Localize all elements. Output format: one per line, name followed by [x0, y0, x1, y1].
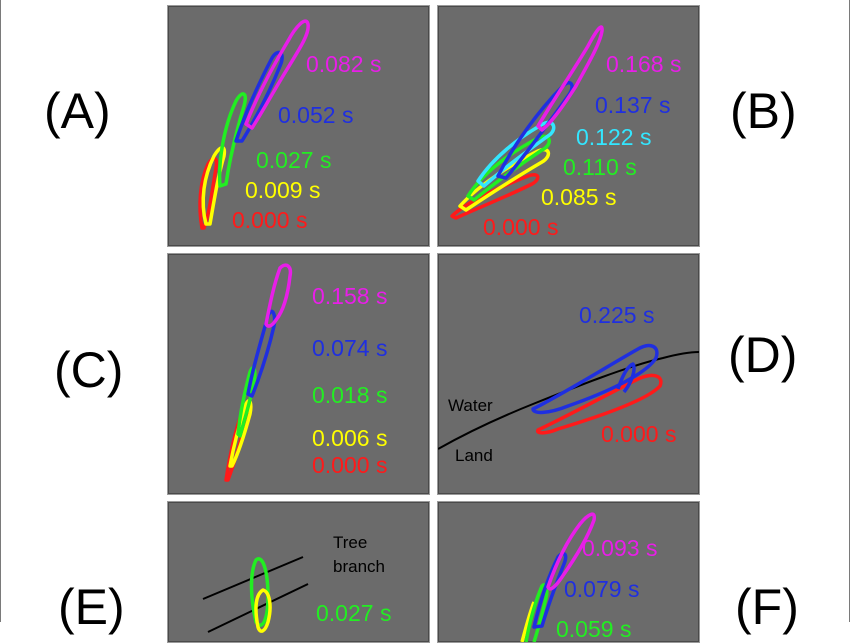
time-label-a-2: 0.027 s — [256, 147, 332, 173]
time-label-b-0: 0.168 s — [606, 51, 682, 77]
time-label-d-0: 0.225 s — [579, 302, 655, 328]
panel-d-outlines — [438, 343, 699, 450]
panel-label-b: (B) — [730, 83, 797, 139]
time-label-f-2: 0.059 s — [556, 616, 632, 642]
outline-f-magenta — [546, 512, 597, 591]
tree-label-1: Tree — [333, 533, 368, 552]
panel-b: 0.168 s 0.137 s 0.122 s 0.110 s 0.085 s … — [437, 5, 700, 247]
outline-e-green — [249, 557, 270, 627]
panel-f: 0.093 s 0.079 s 0.059 s — [437, 501, 700, 643]
panel-a-outlines — [198, 19, 310, 230]
outline-b-cyan — [476, 120, 556, 188]
time-label-c-3: 0.006 s — [312, 425, 388, 451]
time-label-a-4: 0.000 s — [232, 207, 308, 233]
time-label-f-1: 0.079 s — [564, 576, 640, 602]
panel-c: 0.158 s 0.074 s 0.018 s 0.006 s 0.000 s — [167, 253, 430, 495]
panel-d: 0.225 s 0.000 s Water Land — [437, 253, 700, 495]
time-label-a-0: 0.082 s — [306, 51, 382, 77]
outline-b-red — [450, 172, 540, 220]
water-label: Water — [448, 396, 493, 415]
time-label-c-4: 0.000 s — [312, 452, 388, 478]
outline-a-magenta — [244, 19, 310, 130]
land-label: Land — [455, 446, 493, 465]
panel-c-outlines — [224, 263, 293, 482]
panel-label-e: (E) — [58, 579, 125, 635]
outline-f-blue — [532, 551, 568, 629]
time-label-b-3: 0.110 s — [563, 154, 637, 180]
panel-label-d: (D) — [728, 327, 798, 383]
outline-b-blue — [496, 81, 574, 180]
time-label-e-0: 0.027 s — [316, 600, 392, 626]
outline-d-blue-inner — [616, 362, 636, 394]
time-label-b-5: 0.000 s — [483, 214, 559, 240]
time-label-c-2: 0.018 s — [312, 382, 388, 408]
time-label-f-0: 0.093 s — [582, 535, 658, 561]
outline-b-magenta — [536, 25, 604, 132]
water-land-boundary — [438, 351, 699, 450]
panel-label-f: (F) — [735, 579, 799, 635]
outline-b-green — [466, 134, 551, 202]
time-label-a-3: 0.009 s — [245, 177, 321, 203]
time-label-a-1: 0.052 s — [278, 102, 354, 128]
panel-b-outlines — [450, 25, 604, 220]
panel-a: 0.082 s 0.052 s 0.027 s 0.009 s 0.000 s — [167, 5, 430, 247]
tree-label-2: branch — [333, 557, 385, 576]
time-label-d-1: 0.000 s — [601, 421, 677, 447]
outline-c-magenta — [264, 263, 293, 328]
outline-a-green — [217, 92, 248, 188]
left-border — [0, 0, 1, 622]
time-label-b-2: 0.122 s — [576, 124, 652, 150]
time-label-c-0: 0.158 s — [312, 283, 388, 309]
panel-label-c: (C) — [54, 342, 124, 398]
time-label-b-4: 0.085 s — [541, 184, 617, 210]
outline-d-blue — [531, 343, 659, 415]
outline-c-blue — [246, 309, 277, 398]
time-label-b-1: 0.137 s — [595, 92, 671, 118]
panel-label-a: (A) — [44, 83, 111, 139]
outline-d-red — [536, 373, 663, 435]
time-label-c-1: 0.074 s — [312, 335, 388, 361]
